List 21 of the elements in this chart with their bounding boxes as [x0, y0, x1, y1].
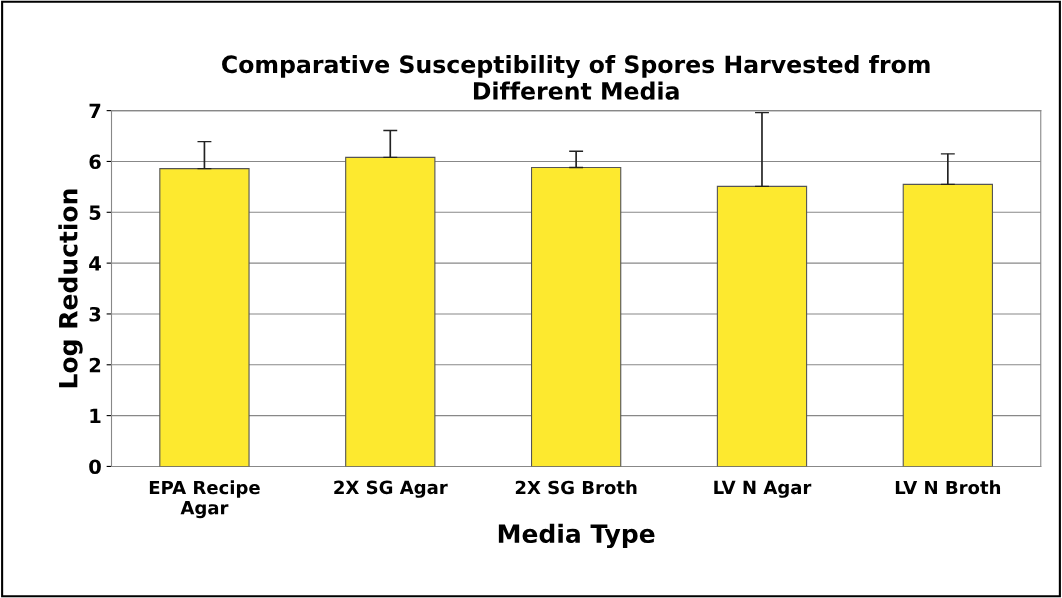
y-tick-label: 2 [89, 357, 101, 373]
y-tick-label: 6 [89, 154, 101, 170]
bar [902, 183, 993, 467]
x-tick-label: 2X SG Broth [515, 480, 637, 495]
y-tick-label: 4 [89, 256, 101, 271]
chart-title: Comparative Susceptibility of Spores Harvested from Different Media [222, 54, 930, 100]
x-tick-label: LV N Agar [714, 480, 812, 498]
y-tick-label: 1 [90, 408, 101, 423]
y-axis-title: Log Reduction [58, 189, 83, 388]
x-tick-label: 2X SG Agar [334, 480, 448, 498]
bar [345, 156, 436, 467]
y-tick-label: 5 [89, 205, 101, 220]
bar [530, 167, 622, 467]
bar [716, 185, 808, 467]
x-tick-label: LV N Broth [895, 480, 1001, 495]
bar [159, 168, 250, 467]
y-tick-label: 0 [89, 459, 101, 475]
x-tick-label: EPA Recipe Agar [149, 480, 260, 519]
y-tick-label: 3 [89, 306, 101, 322]
x-axis-title: Media Type [498, 523, 655, 549]
y-tick-label: 7 [89, 103, 101, 119]
